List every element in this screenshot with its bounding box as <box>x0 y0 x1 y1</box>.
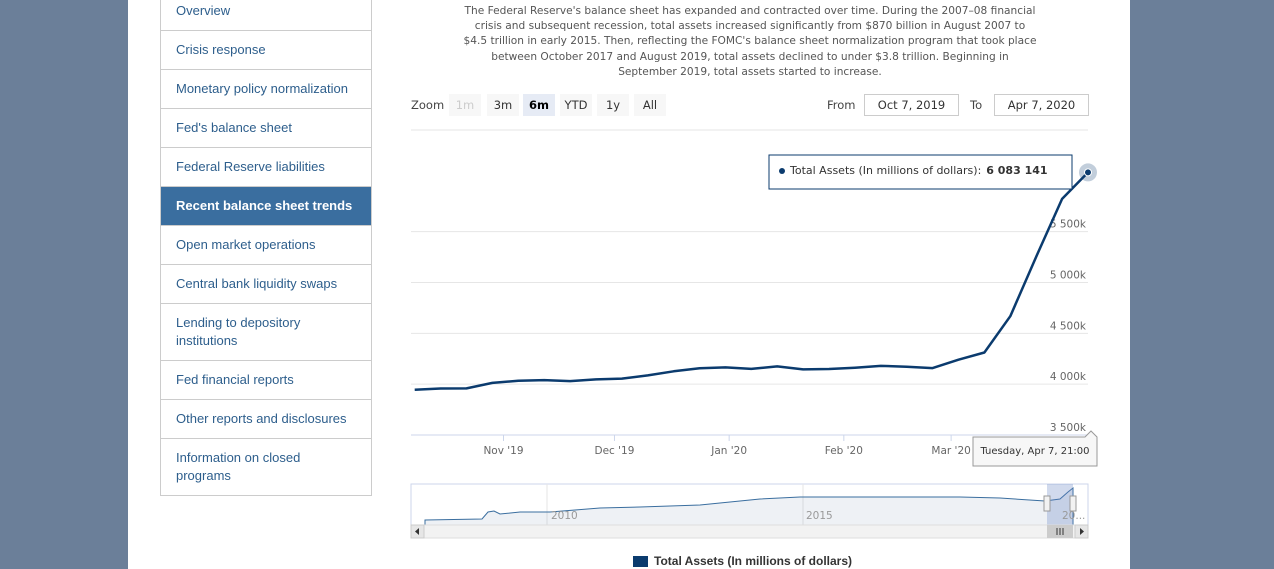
nav-item[interactable]: Recent balance sheet trends <box>161 187 371 226</box>
tooltip-value: 6 083 141 <box>986 164 1047 177</box>
intro-line: crisis and subsequent recession, total a… <box>474 20 1026 33</box>
tooltip-bullet <box>779 168 785 174</box>
nav-item[interactable]: Central bank liquidity swaps <box>161 265 371 304</box>
zoom-button[interactable]: YTD <box>560 94 592 116</box>
navigator-label: 2015 <box>806 510 833 522</box>
nav-item[interactable]: Information on closed programs <box>161 439 371 496</box>
navigator-label: 2010 <box>551 510 578 522</box>
legend-swatch <box>633 556 648 567</box>
nav-item[interactable]: Open market operations <box>161 226 371 265</box>
side-nav: Overview Crisis response Monetary policy n… <box>160 0 372 496</box>
zoom-label: Zoom <box>411 98 445 112</box>
x-tick-label: Jan '20 <box>710 445 747 457</box>
from-input[interactable]: Oct 7, 2019 <box>864 94 959 116</box>
nav-item[interactable]: Federal Reserve liabilities <box>161 148 371 187</box>
date-tooltip-text: Tuesday, Apr 7, 21:00 <box>979 446 1089 457</box>
nav-item[interactable]: Crisis response <box>161 31 371 70</box>
zoom-button[interactable]: All <box>634 94 666 116</box>
range-selector: Zoom From Oct 7, 2019 To Apr 7, 2020 1m 3… <box>411 94 1089 117</box>
navigator-series <box>424 486 1074 526</box>
navigator-handle[interactable] <box>1043 495 1051 512</box>
zoom-button[interactable]: 3m <box>487 94 519 116</box>
y-tick-label: 4 500k <box>1050 320 1087 332</box>
nav-item[interactable]: Monetary policy normalization <box>161 70 371 109</box>
zoom-button[interactable]: 1m <box>449 94 481 116</box>
nav-item[interactable]: Fed's balance sheet <box>161 109 371 148</box>
navigator-selection[interactable] <box>1047 484 1073 525</box>
y-tick-label: 5 000k <box>1050 270 1087 282</box>
y-tick-label: 4 000k <box>1050 371 1087 383</box>
legend-label: Total Assets (In millions of dollars) <box>654 554 852 568</box>
intro-line: $4.5 trillion in early 2015. Then, refle… <box>463 35 1037 48</box>
tooltip: Total Assets (In millions of dollars): 6 … <box>768 154 1073 190</box>
x-tick-label: Dec '19 <box>595 445 635 457</box>
navigator-handle[interactable] <box>1069 495 1077 512</box>
tooltip-text: Total Assets (In millions of dollars): 6 … <box>789 164 1048 177</box>
x-tick-label: Feb '20 <box>825 445 863 457</box>
navigator <box>410 483 1089 539</box>
date-tooltip-box <box>972 430 1098 467</box>
from-label: From <box>827 98 856 112</box>
zoom-button[interactable]: 1y <box>597 94 629 116</box>
to-input[interactable]: Apr 7, 2020 <box>994 94 1089 116</box>
hover-point <box>1084 168 1092 177</box>
y-tick-label: 3 500k <box>1050 422 1087 434</box>
to-label: To <box>970 98 983 112</box>
navigator-frame <box>410 483 1089 526</box>
intro-line: between October 2017 and August 2019, to… <box>491 50 1009 63</box>
x-tick-label: Nov '19 <box>483 445 523 457</box>
zoom-button[interactable]: 6m <box>523 94 555 116</box>
plot: 3 500k 4 000k 4 500k 5 000k 5 500k Nov '19 Dec… <box>411 129 1097 457</box>
nav-item[interactable]: Lending to depository institutions <box>161 304 371 361</box>
arrow <box>1080 528 1084 535</box>
nav-item[interactable]: Overview <box>161 0 371 31</box>
tooltip-sep: : <box>978 164 982 177</box>
tooltip-series: Total Assets (In millions of dollars) <box>789 164 978 177</box>
intro: The Federal Reserve's balance sheet has … <box>420 4 1080 80</box>
navigator-label: 20... <box>1062 510 1085 522</box>
y-tick-label: 5 500k <box>1050 219 1087 231</box>
date-tooltip: Tuesday, Apr 7, 21:00 <box>972 430 1098 467</box>
arrow <box>415 528 419 535</box>
x-tick-label: Mar '20 <box>931 445 970 457</box>
nav-item[interactable]: Other reports and disclosures <box>161 400 371 439</box>
nav-item[interactable]: Fed financial reports <box>161 361 371 400</box>
scrollbar[interactable] <box>410 524 1089 539</box>
tooltip-box <box>768 154 1073 190</box>
grip <box>1056 528 1064 535</box>
intro-line: September 2019, total assets started to … <box>618 65 882 78</box>
intro-line: The Federal Reserve's balance sheet has … <box>464 5 1036 17</box>
series-line <box>414 171 1089 391</box>
